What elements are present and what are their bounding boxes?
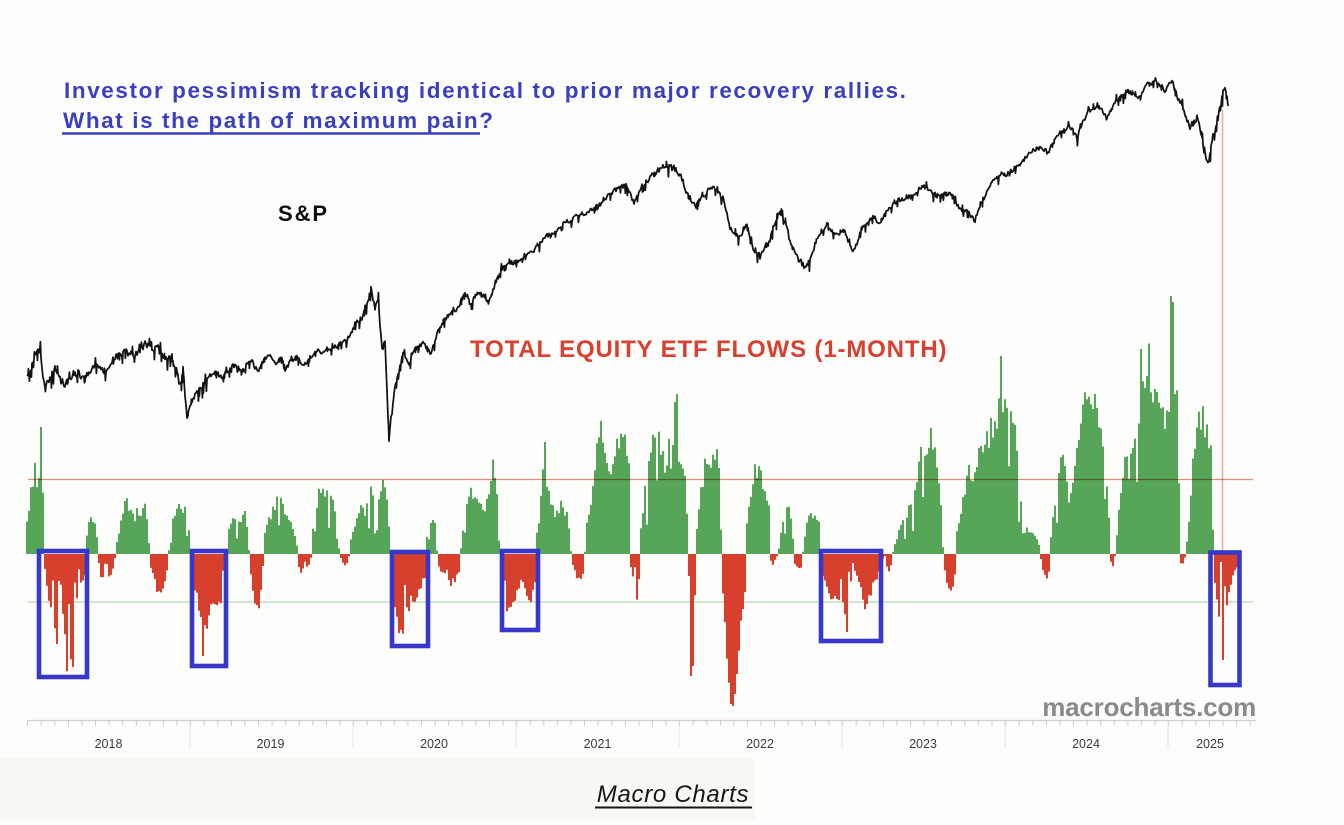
svg-text:2023: 2023 (909, 737, 937, 751)
svg-text:Investor pessimism tracking id: Investor pessimism tracking identical to… (64, 78, 908, 103)
svg-text:2019: 2019 (257, 737, 285, 751)
svg-text:macrocharts.com: macrocharts.com (1042, 692, 1256, 722)
svg-text:2024: 2024 (1072, 737, 1100, 751)
svg-text:S&P: S&P (278, 201, 329, 226)
svg-text:2025: 2025 (1196, 737, 1224, 751)
svg-text:TOTAL EQUITY ETF FLOWS (1-MONT: TOTAL EQUITY ETF FLOWS (1-MONTH) (470, 336, 947, 363)
svg-text:2020: 2020 (420, 737, 448, 751)
svg-text:2018: 2018 (95, 737, 123, 751)
svg-text:Macro Charts: Macro Charts (597, 781, 749, 808)
svg-text:2021: 2021 (584, 737, 612, 751)
svg-text:What is the path of maximum pa: What is the path of maximum pain? (63, 108, 495, 133)
svg-text:2022: 2022 (746, 737, 774, 751)
